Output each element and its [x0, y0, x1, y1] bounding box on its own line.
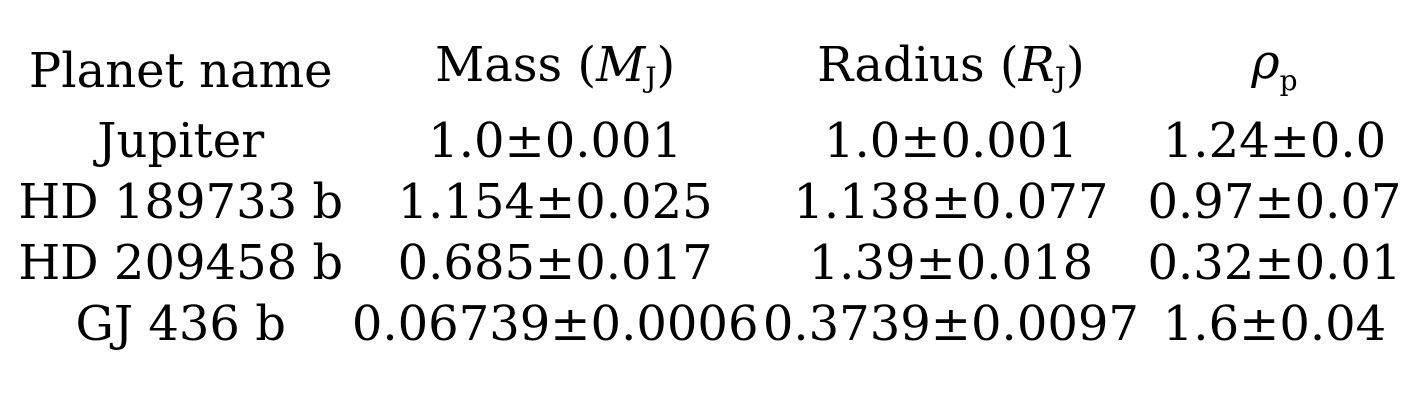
cell-radius: 1.0±0.001 [823, 113, 1078, 169]
header-planet-name: Planet name [28, 43, 333, 99]
header-mass-suffix: ) [656, 37, 676, 93]
cell-radius: 1.138±0.077 [793, 174, 1109, 230]
header-density-subscript: p [1279, 64, 1298, 97]
cell-planet-name: Jupiter [97, 113, 265, 169]
header-mass-prefix: Mass ( [435, 37, 597, 93]
header-mass-subscript: J [645, 61, 657, 94]
header-radius: Radius (RJ) [763, 32, 1139, 111]
header-density: ρp [1139, 32, 1410, 111]
cell-planet-name: GJ 436 b [75, 296, 286, 352]
header-mass-symbol: M [596, 37, 646, 93]
cell-density: 1.24±0.0 [1162, 113, 1387, 169]
header-density-symbol: ρ [1251, 34, 1280, 90]
header-radius-prefix: Radius ( [817, 37, 1019, 93]
header-row: Planet name Mass (MJ) Radius (RJ) ρp [14, 32, 1410, 111]
cell-mass: 1.0±0.001 [428, 113, 683, 169]
header-radius-suffix: ) [1065, 37, 1085, 93]
header-mass: Mass (MJ) [347, 32, 762, 111]
table-body: Jupiter 1.0±0.001 1.0±0.001 1.24±0.0 HD … [14, 111, 1410, 355]
table-row: Jupiter 1.0±0.001 1.0±0.001 1.24±0.0 [14, 111, 1410, 172]
cell-density: 0.97±0.07 [1147, 174, 1402, 230]
cell-radius: 0.3739±0.0097 [762, 296, 1139, 352]
cell-radius: 1.39±0.018 [808, 235, 1094, 291]
cell-planet-name: HD 209458 b [18, 235, 344, 291]
table-row: HD 189733 b 1.154±0.025 1.138±0.077 0.97… [14, 172, 1410, 233]
header-radius-symbol: R [1018, 37, 1055, 93]
cell-planet-name: HD 189733 b [18, 174, 344, 230]
cell-mass: 1.154±0.025 [397, 174, 713, 230]
planet-table: Planet name Mass (MJ) Radius (RJ) ρp Jup… [14, 32, 1410, 355]
cell-density: 0.32±0.01 [1147, 235, 1402, 291]
table-header: Planet name Mass (MJ) Radius (RJ) ρp [14, 32, 1410, 111]
cell-mass: 0.06739±0.0006 [351, 296, 759, 352]
table-container: Planet name Mass (MJ) Radius (RJ) ρp Jup… [0, 32, 1410, 355]
cell-mass: 0.685±0.017 [397, 235, 713, 291]
cell-density: 1.6±0.04 [1162, 296, 1387, 352]
table-row: HD 209458 b 0.685±0.017 1.39±0.018 0.32±… [14, 233, 1410, 294]
table-row: GJ 436 b 0.06739±0.0006 0.3739±0.0097 1.… [14, 294, 1410, 355]
header-radius-subscript: J [1054, 61, 1066, 94]
